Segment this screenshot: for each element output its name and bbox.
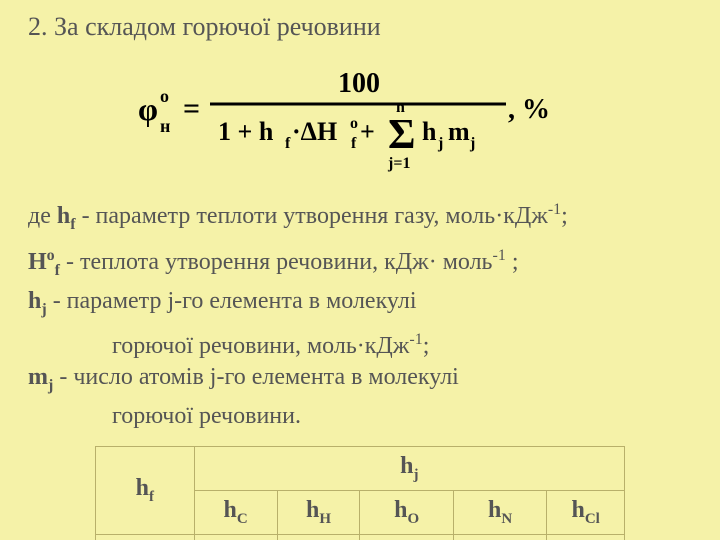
col-hCl: hCl (547, 490, 625, 534)
definitions: де hf - параметр теплоти утворення газу,… (28, 194, 692, 432)
def-H: Hof - теплота утворення речовини, кДж· м… (28, 240, 692, 286)
def-mj: mj - число атомів j-го елемента в молеку… (28, 362, 692, 432)
val-hH: 2,612 (277, 534, 360, 540)
formula-lhs-sup: o (160, 86, 169, 106)
parameters-table: hf hj hC hH hO hN hCl 0,0246 9,134 2,612… (95, 446, 625, 540)
den-lead: 1 + h (218, 117, 274, 146)
den-plus: + (360, 117, 375, 146)
formula-eq: = (183, 92, 200, 125)
sum-h-sub: j (437, 135, 443, 152)
def-hj: hj - параметр j-го елемента в молекулі г… (28, 286, 692, 363)
den-DH-sup: o (350, 115, 358, 132)
sum-m: m (448, 117, 470, 146)
formula-lhs: φ (138, 91, 158, 127)
formula-lhs-sub: н (160, 116, 170, 136)
val-hC: 9,134 (194, 534, 277, 540)
col-hf: hf (96, 447, 195, 535)
def-hf: де hf - параметр теплоти утворення газу,… (28, 194, 692, 240)
data-row: 0,0246 9,134 2,612 -0,522 -0,494 -3,57 (96, 534, 625, 540)
den-dotDH: ·ΔH (292, 117, 337, 146)
section-title: 2. За складом горючої речовини (28, 12, 692, 42)
formula: φ o н = 100 1 + h f ·ΔH f o + Σ n j= (138, 52, 692, 172)
sigma-top: n (396, 99, 405, 116)
col-hN: hN (453, 490, 546, 534)
formula-tail: , % (508, 94, 550, 125)
sum-h: h (422, 117, 437, 146)
col-hO: hO (360, 490, 453, 534)
col-hj: hj (194, 447, 624, 491)
parameters-table-wrap: hf hj hC hH hO hN hCl 0,0246 9,134 2,612… (95, 446, 625, 540)
val-hf: 0,0246 (96, 534, 195, 540)
val-hCl: -3,57 (547, 534, 625, 540)
sum-m-sub: j (469, 135, 475, 152)
val-hN: -0,494 (453, 534, 546, 540)
den-h-sub: f (285, 135, 291, 152)
sigma: Σ (388, 112, 415, 158)
val-hO: -0,522 (360, 534, 453, 540)
col-hH: hH (277, 490, 360, 534)
sigma-bottom: j=1 (387, 155, 410, 172)
den-DH-sub: f (351, 135, 357, 152)
col-hC: hC (194, 490, 277, 534)
formula-numerator: 100 (338, 68, 380, 99)
